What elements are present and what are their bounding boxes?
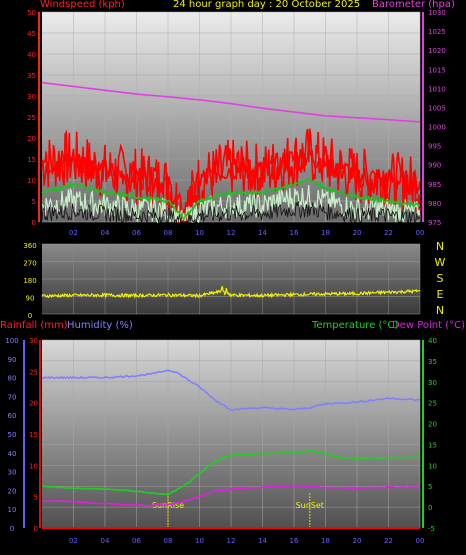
direction-tick-label: 360 xyxy=(23,242,36,250)
wind-tick-label: 10 xyxy=(27,177,36,185)
x-tick-label: 04 xyxy=(101,537,110,545)
x-tick-label: 20 xyxy=(353,229,362,237)
baro-tick-label: 1025 xyxy=(428,28,446,36)
x-tick-label: 22 xyxy=(384,229,393,237)
x-tick-label: 06 xyxy=(132,537,141,545)
baro-tick-label: 1010 xyxy=(428,85,446,93)
x-tick-label: 10 xyxy=(195,537,204,545)
compass-label: W xyxy=(435,256,446,269)
humidity-tick-label: 50 xyxy=(8,431,17,439)
rain-tick-label: 15 xyxy=(29,431,38,439)
wind-tick-label: 25 xyxy=(27,114,36,122)
baro-tick-label: 1020 xyxy=(428,47,446,55)
direction-tick-label: 180 xyxy=(23,277,36,285)
baro-tick-label: 1030 xyxy=(428,9,446,17)
x-tick-label: 20 xyxy=(353,537,362,545)
direction-tick-label: 90 xyxy=(26,295,35,303)
rain-tick-label: 20 xyxy=(29,400,38,408)
wind-tick-label: 20 xyxy=(27,135,36,143)
temp-tick-label: -5 xyxy=(428,525,435,533)
humidity-tick-label: 40 xyxy=(8,450,17,458)
humidity-tick-label: 10 xyxy=(8,506,17,514)
x-tick-label: 02 xyxy=(69,537,78,545)
compass-label: N xyxy=(436,240,444,253)
humidity-tick-label: 100 xyxy=(5,337,18,345)
baro-tick-label: 985 xyxy=(428,181,441,189)
baro-tick-label: 1005 xyxy=(428,104,446,112)
humidity-tick-label: 70 xyxy=(8,393,17,401)
x-tick-label: 18 xyxy=(321,537,330,545)
compass-label: N xyxy=(436,304,444,317)
x-tick-label: 22 xyxy=(384,537,393,545)
baro-tick-label: 975 xyxy=(428,219,441,227)
x-tick-label: 00 xyxy=(416,537,425,545)
temp-tick-label: 25 xyxy=(428,400,437,408)
humidity-tick-label: 20 xyxy=(8,487,17,495)
wind-tick-label: 0 xyxy=(32,219,36,227)
x-tick-label: 08 xyxy=(164,537,173,545)
wind-tick-label: 5 xyxy=(32,198,36,206)
humidity-tick-label: 30 xyxy=(8,469,17,477)
temp-tick-label: 35 xyxy=(428,358,437,366)
direction-tick-label: 0 xyxy=(28,312,32,320)
wind-tick-label: 50 xyxy=(27,9,36,17)
wind-tick-label: 30 xyxy=(27,93,36,101)
rain-tick-label: 0 xyxy=(34,525,38,533)
temp-tick-label: 40 xyxy=(428,337,437,345)
x-tick-label: 14 xyxy=(258,537,267,545)
x-tick-label: 08 xyxy=(164,229,173,237)
wind-tick-label: 45 xyxy=(27,30,36,38)
baro-tick-label: 980 xyxy=(428,200,441,208)
x-tick-label: 12 xyxy=(227,229,236,237)
humidity-tick-label: 60 xyxy=(8,412,17,420)
humidity-tick-label: 90 xyxy=(8,356,17,364)
rain-tick-label: 30 xyxy=(29,337,38,345)
x-tick-label: 18 xyxy=(321,229,330,237)
compass-label: S xyxy=(437,272,444,285)
humidity-tick-label: 0 xyxy=(10,525,14,533)
rain-tick-label: 10 xyxy=(29,462,38,470)
wind-tick-label: 35 xyxy=(27,72,36,80)
x-tick-label: 04 xyxy=(101,229,110,237)
temp-tick-label: 5 xyxy=(428,483,432,491)
x-tick-label: 12 xyxy=(227,537,236,545)
x-tick-label: 06 xyxy=(132,229,141,237)
temp-tick-label: 10 xyxy=(428,462,437,470)
baro-tick-label: 1000 xyxy=(428,124,446,132)
temperature-humidity-panel: -505101520253035400102030405060708090100… xyxy=(5,337,437,545)
temp-tick-label: 0 xyxy=(428,504,432,512)
rain-tick-label: 25 xyxy=(29,368,38,376)
direction-tick-label: 270 xyxy=(23,260,36,268)
baro-tick-label: 990 xyxy=(428,162,441,170)
wind-barometer-panel: 0510152025303540455097598098599099510001… xyxy=(27,9,446,237)
x-tick-label: 14 xyxy=(258,229,267,237)
wind-tick-label: 40 xyxy=(27,51,36,59)
temp-tick-label: 30 xyxy=(428,379,437,387)
baro-tick-label: 995 xyxy=(428,143,441,151)
x-tick-label: 10 xyxy=(195,229,204,237)
wind-tick-label: 15 xyxy=(27,156,36,164)
humidity-tick-label: 80 xyxy=(8,375,17,383)
x-tick-label: 16 xyxy=(290,229,299,237)
rain-tick-label: 5 xyxy=(34,494,38,502)
x-tick-label: 00 xyxy=(416,229,425,237)
x-tick-label: 02 xyxy=(69,229,78,237)
baro-tick-label: 1015 xyxy=(428,66,446,74)
sun-annotation-label: SunSet xyxy=(296,501,324,510)
compass-label: E xyxy=(437,288,444,301)
x-tick-label: 16 xyxy=(290,537,299,545)
temp-tick-label: 20 xyxy=(428,421,437,429)
temp-tick-label: 15 xyxy=(428,441,437,449)
